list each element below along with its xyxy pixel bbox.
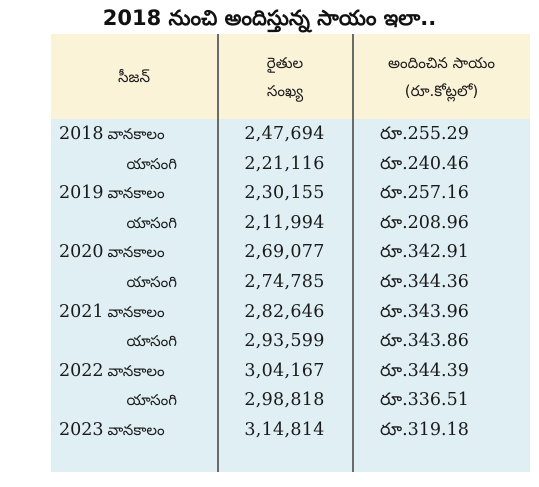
farmers-count: 2,98,818 xyxy=(244,390,325,411)
amount-value: రూ.208.96 xyxy=(380,212,469,233)
amount-value: రూ.342.91 xyxy=(380,242,469,263)
season-cell: 2020 వానకాలం xyxy=(59,238,217,268)
year-label: 2019 xyxy=(59,183,104,204)
column-divider-1 xyxy=(217,34,219,472)
season-label: యాసంగి xyxy=(126,272,177,291)
page-title: 2018 నుంచి అందిస్తున్న సాయం ఇలా.. xyxy=(102,6,437,30)
amount-value: రూ.344.36 xyxy=(380,271,469,292)
table-row: 2019 వానకాలం 2,30,155 రూ.257.16 xyxy=(51,179,530,209)
farmers-count: 3,14,814 xyxy=(244,419,325,440)
year-label: 2022 xyxy=(59,360,104,381)
season-cell: 2023 వానకాలం xyxy=(59,416,217,446)
season-label: యాసంగి xyxy=(126,391,177,410)
season-label: యాసంగి xyxy=(126,213,177,232)
table-row: యాసంగి 2,93,599 రూ.343.86 xyxy=(51,327,530,357)
season-cell: యాసంగి xyxy=(51,327,177,357)
amount-value: రూ.257.16 xyxy=(380,183,469,204)
table-row: యాసంగి 2,74,785 రూ.344.36 xyxy=(51,268,530,298)
year-label: 2018 xyxy=(59,124,104,144)
season-label: వానకాలం xyxy=(107,184,165,203)
farmers-count: 3,04,167 xyxy=(244,360,325,381)
season-cell: యాసంగి xyxy=(51,386,177,416)
season-cell: 2019 వానకాలం xyxy=(59,179,217,209)
header-season-label: సీజన్ xyxy=(117,67,151,86)
season-label: వానకాలం xyxy=(107,420,165,439)
farmers-count: 2,21,116 xyxy=(244,153,325,174)
header-farmers-line2: సంఖ్య xyxy=(266,81,304,100)
table-row: 2020 వానకాలం 2,69,077 రూ.342.91 xyxy=(51,238,530,268)
season-cell: యాసంగి xyxy=(51,150,177,180)
header-farmers: రైతుల సంఖ్య xyxy=(218,34,352,119)
season-cell: 2018 వానకాలం xyxy=(59,120,217,150)
header-season: సీజన్ xyxy=(51,34,217,119)
header-amount: అందించిన సాయం (రూ.కోట్లలో) xyxy=(353,34,530,119)
farmers-count: 2,69,077 xyxy=(244,242,325,263)
season-label: వానకాలం xyxy=(107,302,165,321)
table-row: 2023 వానకాలం 3,14,814 రూ.319.18 xyxy=(51,416,530,446)
table-row: యాసంగి 2,11,994 రూ.208.96 xyxy=(51,209,530,239)
amount-value: రూ.336.51 xyxy=(380,390,469,411)
header-amount-line2: (రూ.కోట్లలో) xyxy=(404,81,479,100)
season-label: వానకాలం xyxy=(107,361,165,380)
season-cell: 2021 వానకాలం xyxy=(59,298,217,328)
season-label: వానకాలం xyxy=(107,125,165,143)
farmers-count: 2,30,155 xyxy=(244,183,325,204)
season-label: యాసంగి xyxy=(126,154,177,173)
table-header xyxy=(51,34,530,119)
amount-value: రూ.343.96 xyxy=(380,301,469,322)
header-farmers-line1: రైతుల xyxy=(266,53,304,72)
farmers-count: 2,93,599 xyxy=(244,331,325,352)
farmers-count: 2,74,785 xyxy=(244,271,325,292)
header-amount-line1: అందించిన సాయం xyxy=(388,53,495,72)
season-cell: యాసంగి xyxy=(51,268,177,298)
amount-value: రూ.240.46 xyxy=(380,153,469,174)
season-cell: 2022 వానకాలం xyxy=(59,357,217,387)
year-label: 2021 xyxy=(59,301,104,322)
amount-value: రూ.319.18 xyxy=(380,419,469,440)
assistance-table: సీజన్ రైతుల సంఖ్య అందించిన సాయం (రూ.కోట్… xyxy=(51,34,530,472)
table-row: 2022 వానకాలం 3,04,167 రూ.344.39 xyxy=(51,357,530,387)
amount-value: రూ.255.29 xyxy=(380,124,469,144)
table-body: 2018 వానకాలం 2,47,694 రూ.255.29 యాసంగి 2,… xyxy=(51,120,530,446)
farmers-count: 2,82,646 xyxy=(244,301,325,322)
column-divider-2 xyxy=(352,34,354,472)
amount-value: రూ.344.39 xyxy=(380,360,469,381)
table-row: యాసంగి 2,21,116 రూ.240.46 xyxy=(51,150,530,180)
year-label: 2020 xyxy=(59,242,104,263)
season-label: వానకాలం xyxy=(107,243,165,262)
farmers-count: 2,47,694 xyxy=(244,124,325,144)
season-cell: యాసంగి xyxy=(51,209,177,239)
table-row: యాసంగి 2,98,818 రూ.336.51 xyxy=(51,386,530,416)
farmers-count: 2,11,994 xyxy=(244,212,325,233)
table-row: 2021 వానకాలం 2,82,646 రూ.343.96 xyxy=(51,298,530,328)
amount-value: రూ.343.86 xyxy=(380,331,469,352)
table-row: 2018 వానకాలం 2,47,694 రూ.255.29 xyxy=(51,120,530,150)
year-label: 2023 xyxy=(59,419,104,440)
season-label: యాసంగి xyxy=(126,332,177,351)
